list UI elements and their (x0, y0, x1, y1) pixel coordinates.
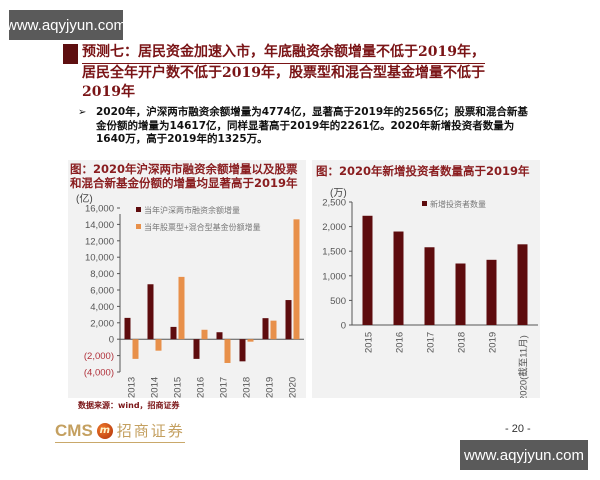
svg-text:2015: 2015 (364, 332, 375, 353)
svg-text:4,000: 4,000 (90, 302, 114, 313)
svg-text:1,000: 1,000 (322, 271, 346, 282)
svg-text:2014: 2014 (150, 377, 161, 398)
bullet-text: 2020年，沪深两市融资余额增量为4774亿，显著高于2019年的2565亿；股… (96, 106, 528, 145)
watermark-top: www.aqyjyun.com (6, 10, 126, 40)
svg-text:2,500: 2,500 (322, 198, 346, 209)
svg-text:2018: 2018 (242, 377, 253, 398)
chart-2-title: 图：2020年新增投资者数量高于2019年 (316, 164, 530, 178)
svg-text:6,000: 6,000 (90, 286, 114, 297)
svg-text:2017: 2017 (426, 332, 437, 353)
svg-text:12,000: 12,000 (85, 236, 114, 247)
chart-2-plot: (万)2,500 2,000 1,500 1,000 500 0 2015 2016 2017 2… (322, 188, 538, 398)
svg-text:2013: 2013 (127, 377, 138, 398)
svg-text:0: 0 (341, 321, 346, 332)
slide-title: 预测七：居民资金加速入市，年底融资余额增量不低于2019年， 居民全年开户数不低… (82, 43, 552, 102)
svg-text:(亿): (亿) (76, 192, 93, 205)
chart-margin-fund-increment: 图：2020年沪深两市融资余额增量以及股票和混合新基金份额的增量均显著高于201… (68, 160, 306, 398)
svg-text:当年沪深两市融资余额增量: 当年沪深两市融资余额增量 (144, 205, 240, 215)
svg-text:2016: 2016 (395, 332, 406, 353)
title-line-1: 预测七：居民资金加速入市，年底融资余额增量不低于2019年， (82, 43, 485, 64)
svg-text:2017: 2017 (219, 377, 230, 398)
svg-text:10,000: 10,000 (85, 253, 114, 264)
svg-text:500: 500 (330, 296, 346, 307)
logo-text-en: CMS (55, 420, 93, 440)
svg-text:(4,000): (4,000) (84, 368, 114, 379)
title-marker (63, 44, 78, 64)
bullet-point: ➢ 2020年，沪深两市融资余额增量为4774亿，显著高于2019年的2565亿… (78, 106, 538, 147)
cms-logo: CMS m 招商证券 (55, 420, 185, 443)
svg-text:0: 0 (109, 335, 114, 346)
svg-text:2015: 2015 (173, 377, 184, 398)
svg-text:2020(截至11月): 2020(截至11月) (518, 335, 530, 398)
svg-text:2018: 2018 (457, 332, 468, 353)
svg-text:2,000: 2,000 (90, 318, 114, 329)
svg-text:14,000: 14,000 (85, 220, 114, 231)
svg-text:新增投资者数量: 新增投资者数量 (430, 199, 486, 209)
page-number: - 20 - (505, 423, 531, 435)
title-line-2: 居民全年开户数不低于2019年，股票型和混合型基金增量不低于 (82, 65, 485, 81)
svg-text:2,000: 2,000 (322, 222, 346, 233)
title-line-3: 2019年 (82, 84, 135, 100)
svg-text:2016: 2016 (196, 377, 207, 398)
chart-1-plot: (亿)16,000 14,000 12,000 10,000 8,000 6,000 4,0… (76, 192, 304, 398)
watermark-bottom: www.aqyjyun.com (460, 440, 588, 470)
svg-text:8,000: 8,000 (90, 269, 114, 280)
svg-text:(万): (万) (330, 188, 347, 199)
svg-text:2019: 2019 (488, 332, 499, 353)
chart-new-investors: 图：2020年新增投资者数量高于2019年 (万) 2,500 2,000 1,500… (312, 160, 540, 398)
svg-text:16,000: 16,000 (85, 204, 114, 215)
svg-text:2020: 2020 (288, 377, 299, 398)
svg-text:(2,000): (2,000) (84, 351, 114, 362)
svg-text:当年股票型+混合型基金份额增量: 当年股票型+混合型基金份额增量 (144, 222, 261, 232)
logo-badge-icon: m (96, 422, 113, 439)
data-source: 数据来源：wind，招商证券 (78, 401, 180, 410)
svg-text:2019: 2019 (265, 377, 276, 398)
svg-text:1,500: 1,500 (322, 247, 346, 258)
chart-1-title: 图：2020年沪深两市融资余额增量以及股票和混合新基金份额的增量均显著高于201… (70, 162, 298, 190)
arrow-bullet-icon: ➢ (78, 107, 87, 118)
logo-text-cn: 招商证券 (116, 422, 185, 440)
